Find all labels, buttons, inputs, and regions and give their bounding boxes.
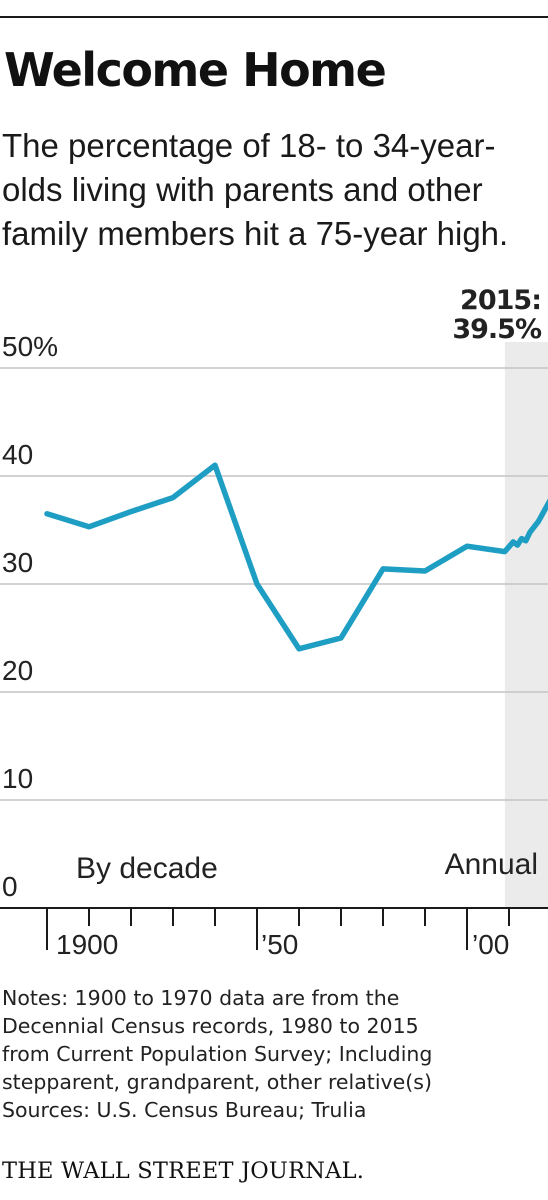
sources-line: Sources: U.S. Census Bureau; Trulia: [2, 1098, 367, 1122]
section-label-by-decade: By decade: [76, 852, 218, 885]
chart-subtitle: The percentage of 18- to 34-year-olds li…: [2, 127, 509, 252]
annual-shading: [504, 342, 548, 908]
publication-logo: THE WALL STREET JOURNAL.: [2, 1158, 365, 1184]
note-line: Notes: 1900 to 1970 data are from the: [2, 986, 400, 1010]
annotation-value-label: 39.5%: [452, 314, 542, 345]
note-line: Decennial Census records, 1980 to 2015: [2, 1014, 419, 1038]
line-chart: 0 10 20 30 40 50% 1900 ’50 ’00 By decade Annual 201…: [0, 285, 548, 960]
data-point: [339, 636, 344, 641]
data-point: [171, 495, 176, 500]
data-point: [465, 544, 470, 549]
data-point: [532, 524, 537, 529]
chart-title: Welcome Home: [4, 43, 387, 97]
data-point: [523, 538, 528, 543]
chart-notes: Notes: 1900 to 1970 data are from the De…: [2, 984, 546, 1124]
data-point: [87, 524, 92, 529]
y-tick-label: 10: [2, 763, 33, 794]
top-rule: [0, 16, 548, 18]
note-line: stepparent, grandparent, other relative(…: [2, 1070, 432, 1094]
y-tick-label: 20: [2, 655, 33, 686]
data-point: [528, 530, 533, 535]
annotation-year-label: 2015:: [460, 285, 541, 316]
data-point: [536, 519, 541, 524]
data-point: [297, 646, 302, 651]
data-point: [129, 509, 134, 514]
data-point: [45, 511, 50, 516]
data-point: [423, 569, 428, 574]
data-point: [540, 511, 545, 516]
x-tick-label: ’00: [472, 929, 509, 960]
data-point: [502, 549, 507, 554]
data-point: [213, 463, 218, 468]
series-line: [44, 462, 548, 652]
data-point: [511, 539, 516, 544]
data-point: [255, 582, 260, 587]
data-point: [515, 543, 520, 548]
x-tick-label: ’50: [261, 929, 298, 960]
section-label-annual: Annual: [445, 848, 538, 881]
y-tick-label: 50%: [2, 331, 58, 362]
y-tick-label: 40: [2, 439, 33, 470]
y-tick-label: 0: [2, 871, 18, 902]
x-tick-label: 1900: [56, 929, 118, 960]
data-point: [381, 566, 386, 571]
note-line: from Current Population Survey; Includin…: [2, 1042, 433, 1066]
y-tick-label: 30: [2, 547, 33, 578]
